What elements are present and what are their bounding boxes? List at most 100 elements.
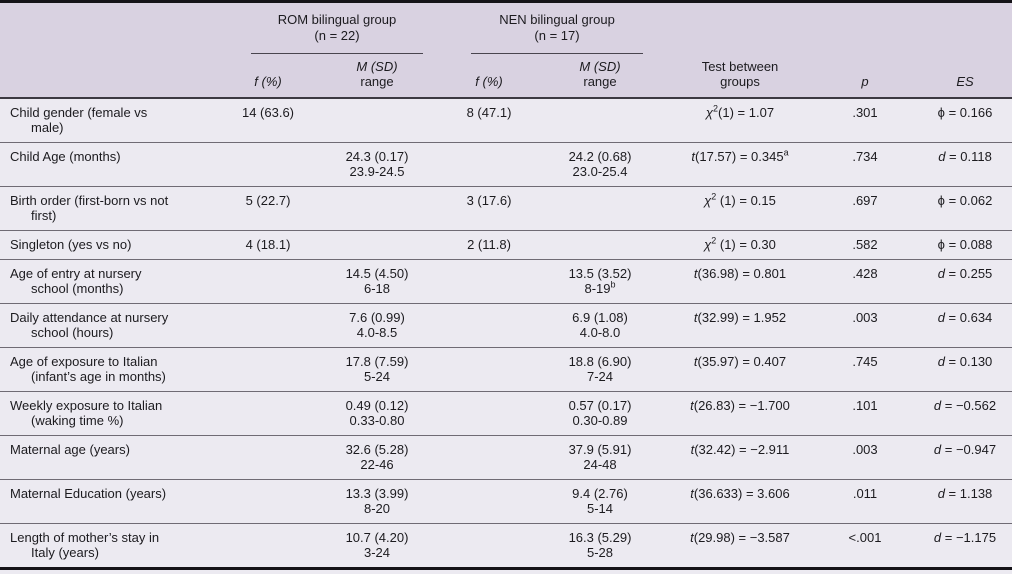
table-row: Age of entry at nursery school (months) 14… [0,259,1012,304]
table-row: Birth order (first-born vs not first) 5 (2… [0,186,1012,231]
row-label: Child Age (months) [0,143,228,187]
test-statistic-value: (1) = 1.07 [718,105,775,120]
range-value-line: 4.0-8.0 [534,325,666,340]
effect-size-cell: ϕ = 0.062 [918,187,1012,231]
p-value: .003 [852,310,878,325]
freq-cell-rom [228,392,308,436]
range-value-line: 8-19b [534,280,666,296]
mean-sd-value: 24.2 (0.68) [568,149,632,164]
effect-size-cell: d = −1.175 [918,524,1012,569]
row-label-line: school (months) [31,281,124,296]
range-value: 0.30-0.89 [572,413,628,428]
test-statistic-symbol: t [693,266,698,281]
header-spacer [668,1,812,55]
table-row: Maternal age (years) 32.6 (5.28) 22-46 37.9… [0,435,1012,480]
freq-cell-rom: 5 (22.7) [245,193,291,208]
col-header-f-rom: f (%) [228,55,308,99]
table-row: Age of exposure to Italian (infant’s age … [0,347,1012,392]
range-value: 3-24 [363,545,391,560]
header-spacer [0,1,228,55]
mean-sd-value: 6.9 (1.08) [572,310,628,325]
test-superscript: a [783,147,789,158]
range-value: 23.0-25.4 [572,164,628,179]
effect-size-symbol: d [933,442,942,457]
effect-size-symbol: d [937,354,945,369]
effect-size-symbol: d [937,486,945,501]
row-label-line: Daily attendance at nursery [10,310,169,325]
msd-cell-rom: 32.6 (5.28) 22-46 [308,436,446,480]
mean-sd-value: 13.3 (3.99) [345,486,409,501]
row-label-line: Singleton (yes vs no) [10,237,132,252]
range-value-line: 22-46 [310,457,444,472]
column-header-row: f (%) M (SD) range f (%) M (SD) range Te… [0,55,1012,99]
msd-cell-nen: 0.57 (0.17) 0.30-0.89 [532,392,668,436]
effect-size-symbol: ϕ [937,105,945,120]
test-statistic-value: (1) = 0.30 [716,237,776,252]
row-label: Weekly exposure to Italian (waking time %… [0,392,228,436]
freq-cell-rom: 14 (63.6) [241,105,295,120]
range-value-line: 6-18 [310,281,444,296]
row-label: Birth order (first-born vs not first) [0,187,228,231]
msd-cell-nen: 18.8 (6.90) 7-24 [532,348,668,392]
freq-cell-nen [446,524,532,569]
table-header: ROM bilingual group (n = 22) NEN bilingu… [0,1,1012,99]
effect-size-value: = 0.166 [944,105,993,120]
test-statistic-symbol: χ [705,105,714,120]
test-statistic-symbol: χ [704,193,712,208]
test-statistic-value: (17.57) = 0.345 [695,149,784,164]
range-value-line: 3-24 [310,545,444,560]
p-value: .745 [852,354,878,369]
col-header-test-line1: Test between [701,59,779,74]
header-spacer [812,1,918,55]
range-value-line: 24-48 [534,457,666,472]
range-value: 5-14 [586,501,614,516]
range-value: 24-48 [583,457,617,472]
effect-size-cell: d = 0.255 [918,260,1012,304]
range-value-line: 0.33-0.80 [310,413,444,428]
msd-cell-rom: 24.3 (0.17) 23.9-24.5 [308,143,446,187]
test-statistic-value: (1) = 0.15 [716,193,776,208]
range-value: 4.0-8.0 [579,325,621,340]
p-value: .582 [852,237,878,252]
range-value-line: 5-24 [310,369,444,384]
test-statistic-value: (35.97) = 0.407 [697,354,787,369]
freq-cell-rom [228,524,308,569]
p-value: .428 [852,266,878,281]
test-statistic-symbol: t [693,310,698,325]
col-header-range: range [360,74,394,89]
freq-cell-rom [228,480,308,524]
effect-size-symbol: d [933,398,942,413]
msd-cell-nen: 16.3 (5.29) 5-28 [532,524,668,569]
msd-cell-nen: 13.5 (3.52) 8-19b [532,260,668,304]
effect-size-cell: d = 0.130 [918,348,1012,392]
effect-size-cell: ϕ = 0.166 [918,98,1012,143]
effect-size-symbol: d [937,310,945,325]
test-statistic-symbol: t [690,486,694,501]
effect-size-cell: d = 0.634 [918,304,1012,348]
range-value: 23.9-24.5 [349,164,405,179]
row-label: Maternal Education (years) [0,480,228,524]
effect-size-cell: d = 1.138 [918,480,1012,524]
effect-size-value: = 0.062 [944,193,993,208]
freq-cell-nen: 3 (17.6) [466,193,512,208]
mean-sd-value: 0.57 (0.17) [568,398,632,413]
row-label: Age of entry at nursery school (months) [0,260,228,304]
msd-cell-nen [532,231,668,260]
col-header-range: range [583,74,617,89]
freq-cell-rom [228,348,308,392]
range-value: 4.0-8.5 [356,325,398,340]
range-value-line: 8-20 [310,501,444,516]
row-label-line: school (hours) [31,325,114,340]
row-label: Length of mother’s stay in Italy (years) [0,524,228,569]
row-label-line: Weekly exposure to Italian [10,398,163,413]
effect-size-symbol: d [938,149,946,164]
msd-cell-rom: 17.8 (7.59) 5-24 [308,348,446,392]
effect-size-value: = 0.255 [944,266,993,281]
effect-size-cell: d = −0.947 [918,436,1012,480]
msd-cell-rom [308,187,446,231]
freq-cell-nen: 2 (11.8) [467,237,511,252]
effect-size-cell: d = −0.562 [918,392,1012,436]
p-value: .734 [852,149,878,164]
row-label-line: first) [31,208,57,223]
